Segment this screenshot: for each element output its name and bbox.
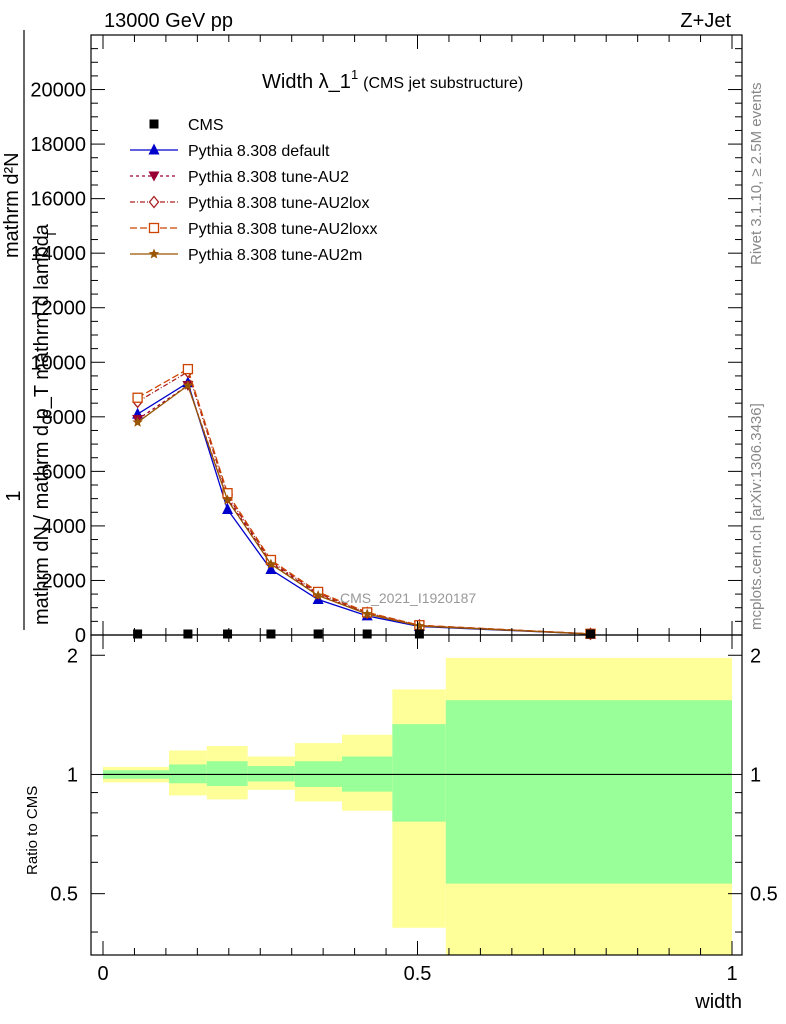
main-plot-marks (132, 363, 596, 641)
legend-marker (148, 248, 160, 259)
mcplots-label: mcplots.cern.ch [arXiv:1306.3436] (748, 403, 765, 630)
series-point (265, 563, 277, 575)
legend-entry: Pythia 8.308 tune-AU2 (130, 169, 349, 186)
legend-label: Pythia 8.308 tune-AU2 (188, 169, 349, 186)
process-label: Z+Jet (680, 10, 731, 32)
series-point (222, 503, 234, 515)
legend-marker (148, 143, 160, 155)
legend-marker (148, 195, 160, 209)
ratio-ylabel: Ratio to CMS (24, 786, 41, 875)
ratio-bands (103, 657, 732, 955)
watermark-label: CMS_2021_I1920187 (340, 590, 476, 606)
series-point (182, 379, 194, 390)
stat-uncertainty-band (445, 700, 732, 884)
y-tick-label: 4000 (42, 516, 87, 538)
y-tick-label: 12000 (30, 298, 86, 320)
legend-label: Pythia 8.308 tune-AU2lox (188, 195, 369, 212)
y-tick-label: 10000 (30, 352, 86, 374)
y-tick-label: 0 (75, 625, 86, 647)
ylabel-denominator: mathrm dN / mathrm d p_T mathrm d lambda (31, 223, 53, 625)
legend-entry: CMS (149, 117, 224, 134)
y-tick-label: 14000 (30, 243, 86, 265)
ratio-plot-axes: 0.5 0.5 1 1 2 2 0 0.5 1 (50, 634, 778, 985)
y-tick-label: 16000 (30, 189, 86, 211)
rivet-version-label: Rivet 3.1.10, ≥ 2.5M events (748, 83, 765, 266)
plot-title-main: Width λ_1 (262, 71, 351, 93)
stat-uncertainty-band (206, 761, 248, 787)
series-point (361, 608, 373, 619)
series-point (222, 494, 233, 505)
y-tick-label: 2000 (42, 570, 87, 592)
ylabel-subscript: T (44, 230, 59, 238)
y-tick-label: 18000 (30, 134, 86, 156)
ratio-y-tick-label-right: 2 (750, 645, 761, 667)
legend-label: Pythia 8.308 default (188, 143, 330, 160)
legend-entry: Pythia 8.308 default (130, 143, 330, 160)
legend-entry: Pythia 8.308 tune-AU2m (130, 247, 362, 264)
ylabel-numerator: 1 (3, 490, 25, 501)
y-tick-label: 20000 (30, 80, 86, 102)
plot-title-note: (CMS jet substructure) (363, 75, 523, 92)
legend-marker (148, 222, 160, 234)
data-point (414, 629, 424, 639)
data-point (133, 629, 143, 639)
ratio-frame (90, 634, 743, 956)
series-5 (132, 379, 596, 639)
x-tick-label: 0 (97, 963, 108, 985)
x-tick-label: 0.5 (404, 963, 432, 985)
energy-label: 13000 GeV pp (104, 10, 233, 32)
ylabel-top: mathrm d²N (1, 152, 23, 258)
series-point (132, 416, 143, 427)
stat-uncertainty-band (247, 766, 295, 782)
series-point (265, 558, 277, 569)
x-tick-label: 1 (726, 963, 737, 985)
y-tick-label: 8000 (42, 407, 87, 429)
xlabel: width (694, 991, 742, 1013)
y-tick-label: 6000 (42, 461, 87, 483)
series-line (137, 368, 591, 635)
ratio-y-tick-label-right: 1 (750, 764, 761, 786)
series-point (312, 589, 324, 600)
legend-marker (148, 171, 160, 182)
series-point (414, 620, 425, 631)
ratio-y-tick-label: 0.5 (50, 884, 78, 906)
series-line (137, 384, 591, 635)
data-point (362, 629, 372, 639)
ratio-y-tick-label: 1 (67, 764, 78, 786)
legend-label: CMS (188, 117, 224, 134)
plot-title-superscript: 1 (351, 67, 358, 82)
legend-marker (149, 119, 159, 129)
main-plot: CMS_2021_I1920187 0 2000 4000 6000 8000 10000… (1, 30, 743, 647)
data-point (313, 629, 323, 639)
data-series-cms (133, 629, 595, 639)
legend-entry: Pythia 8.308 tune-AU2loxx (130, 221, 377, 238)
data-point (585, 629, 595, 639)
series-point (132, 392, 143, 403)
legend-entry: Pythia 8.308 tune-AU2lox (130, 195, 369, 212)
legend: CMS Pythia 8.308 default Pythia 8.308 tune… (130, 117, 377, 264)
plot-title: Width λ_11 (CMS jet substructure) (262, 67, 523, 93)
ratio-y-tick-label: 2 (67, 645, 78, 667)
legend-label: Pythia 8.308 tune-AU2loxx (188, 221, 377, 238)
data-point (223, 629, 233, 639)
ratio-plot: 0.5 0.5 1 1 2 2 0 0.5 1 Ratio to CMS width (24, 634, 778, 1013)
legend-label: Pythia 8.308 tune-AU2m (188, 247, 362, 264)
series-point (182, 363, 194, 375)
stat-uncertainty-band (392, 724, 446, 822)
data-point (266, 629, 276, 639)
data-point (183, 629, 193, 639)
main-plot-axes: 0 2000 4000 6000 8000 10000 12000 14000 16000 180… (30, 34, 743, 647)
ratio-y-tick-label-right: 0.5 (750, 884, 778, 906)
